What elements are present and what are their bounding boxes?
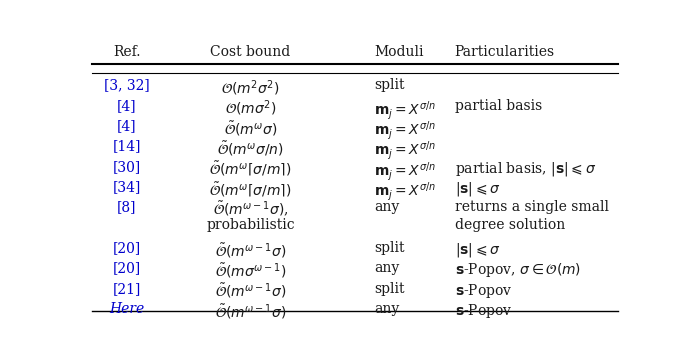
Text: any: any — [374, 261, 399, 275]
Text: $|\mathbf{s}| \leqslant \sigma$: $|\mathbf{s}| \leqslant \sigma$ — [455, 241, 500, 259]
Text: $\mathbf{s}$-Popov: $\mathbf{s}$-Popov — [455, 302, 512, 320]
Text: [20]: [20] — [113, 241, 141, 255]
Text: $|\mathbf{s}| \leqslant \sigma$: $|\mathbf{s}| \leqslant \sigma$ — [455, 180, 500, 198]
Text: [4]: [4] — [117, 98, 137, 113]
Text: $\mathbf{m}_j = X^{\sigma/n}$: $\mathbf{m}_j = X^{\sigma/n}$ — [374, 139, 436, 162]
Text: probabilistic: probabilistic — [206, 218, 295, 232]
Text: Here: Here — [109, 302, 145, 316]
Text: [34]: [34] — [113, 180, 141, 194]
Text: split: split — [374, 282, 405, 296]
Text: $\tilde{\mathcal{O}}(m^{\omega-1}\sigma)$: $\tilde{\mathcal{O}}(m^{\omega-1}\sigma)… — [215, 302, 286, 321]
Text: returns a single small: returns a single small — [455, 201, 608, 214]
Text: partial basis, $|\mathbf{s}| \leqslant \sigma$: partial basis, $|\mathbf{s}| \leqslant \… — [455, 160, 596, 178]
Text: $\mathbf{s}$-Popov: $\mathbf{s}$-Popov — [455, 282, 512, 300]
Text: [21]: [21] — [113, 282, 141, 296]
Text: [20]: [20] — [113, 261, 141, 275]
Text: [14]: [14] — [113, 139, 141, 153]
Text: [4]: [4] — [117, 119, 137, 133]
Text: $\mathbf{m}_j = X^{\sigma/n}$: $\mathbf{m}_j = X^{\sigma/n}$ — [374, 119, 436, 142]
Text: $\tilde{\mathcal{O}}(m^{\omega-1}\sigma)$: $\tilde{\mathcal{O}}(m^{\omega-1}\sigma)… — [215, 282, 286, 300]
Text: [8]: [8] — [117, 201, 137, 214]
Text: partial basis: partial basis — [455, 98, 542, 113]
Text: $\mathcal{O}(m^2\sigma^2)$: $\mathcal{O}(m^2\sigma^2)$ — [221, 78, 280, 98]
Text: $\tilde{\mathcal{O}}(m^\omega\lceil\sigma/m\rceil)$: $\tilde{\mathcal{O}}(m^\omega\lceil\sigm… — [209, 160, 292, 178]
Text: any: any — [374, 302, 399, 316]
Text: Particularities: Particularities — [455, 45, 554, 59]
Text: $\mathbf{m}_j = X^{\sigma/n}$: $\mathbf{m}_j = X^{\sigma/n}$ — [374, 160, 436, 182]
Text: $\mathcal{O}(m\sigma^2)$: $\mathcal{O}(m\sigma^2)$ — [225, 98, 276, 118]
Text: $\mathbf{m}_j = X^{\sigma/n}$: $\mathbf{m}_j = X^{\sigma/n}$ — [374, 98, 436, 122]
Text: Cost bound: Cost bound — [210, 45, 290, 59]
Text: $\tilde{\mathcal{O}}(m^\omega\lceil\sigma/m\rceil)$: $\tilde{\mathcal{O}}(m^\omega\lceil\sigm… — [209, 180, 292, 199]
Text: $\tilde{\mathcal{O}}(m^{\omega-1}\sigma)$,: $\tilde{\mathcal{O}}(m^{\omega-1}\sigma)… — [213, 201, 288, 219]
Text: $\tilde{\mathcal{O}}(m^{\omega-1}\sigma)$: $\tilde{\mathcal{O}}(m^{\omega-1}\sigma)… — [215, 241, 286, 260]
Text: $\tilde{\mathcal{O}}(m^\omega\sigma)$: $\tilde{\mathcal{O}}(m^\omega\sigma)$ — [224, 119, 277, 138]
Text: $\mathbf{m}_j = X^{\sigma/n}$: $\mathbf{m}_j = X^{\sigma/n}$ — [374, 180, 436, 203]
Text: [30]: [30] — [113, 160, 141, 174]
Text: any: any — [374, 201, 399, 214]
Text: $\mathbf{s}$-Popov, $\sigma \in \mathcal{O}(m)$: $\mathbf{s}$-Popov, $\sigma \in \mathcal… — [455, 261, 581, 279]
Text: split: split — [374, 78, 405, 92]
Text: $\tilde{\mathcal{O}}(m\sigma^{\omega-1})$: $\tilde{\mathcal{O}}(m\sigma^{\omega-1})… — [215, 261, 286, 280]
Text: split: split — [374, 241, 405, 255]
Text: [3, 32]: [3, 32] — [104, 78, 150, 92]
Text: degree solution: degree solution — [455, 218, 565, 232]
Text: $\tilde{\mathcal{O}}(m^\omega\sigma/n)$: $\tilde{\mathcal{O}}(m^\omega\sigma/n)$ — [217, 139, 284, 158]
Text: Ref.: Ref. — [113, 45, 141, 59]
Text: Moduli: Moduli — [374, 45, 423, 59]
